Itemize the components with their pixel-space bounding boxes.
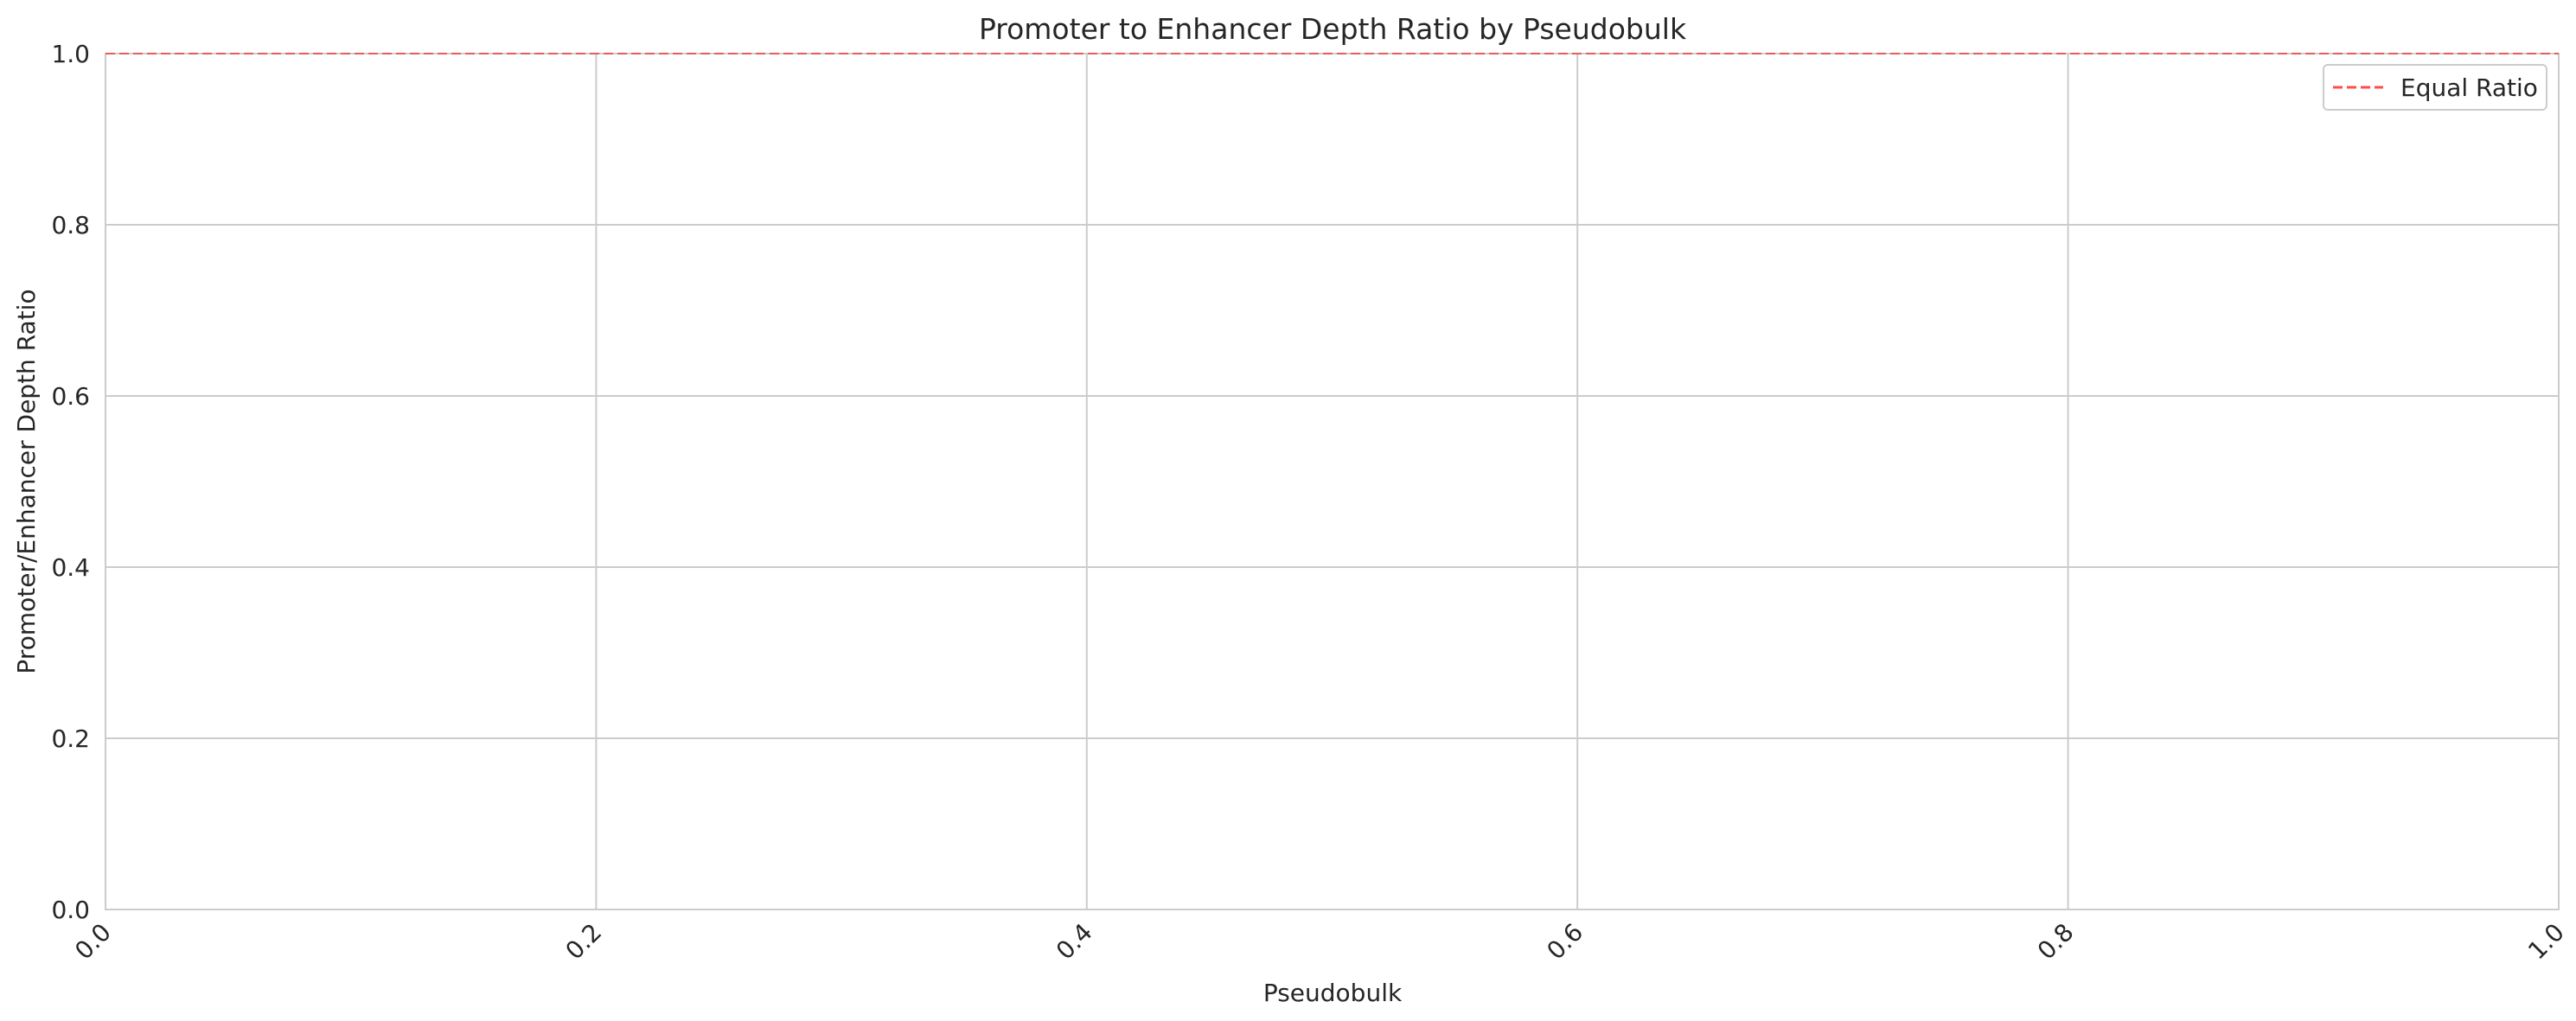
- y-tick-label: 0.4: [51, 553, 90, 582]
- y-tick-label: 0.6: [51, 382, 90, 411]
- y-tick-label: 0.2: [51, 724, 90, 753]
- chart-title: Promoter to Enhancer Depth Ratio by Pseu…: [979, 12, 1687, 46]
- y-axis-label: Promoter/Enhancer Depth Ratio: [12, 289, 41, 673]
- y-tick-label: 0.0: [51, 896, 90, 924]
- y-tick-label: 0.8: [51, 211, 90, 239]
- y-tick-labels: 0.0 0.2 0.4 0.6 0.8 1.0: [51, 40, 90, 924]
- legend: Equal Ratio: [2323, 64, 2547, 111]
- legend-label-equal-ratio: Equal Ratio: [2400, 73, 2538, 102]
- y-tick-label: 1.0: [51, 40, 90, 68]
- x-axis-label: Pseudobulk: [1263, 979, 1403, 1007]
- legend-box: [2323, 64, 2547, 111]
- grid: [105, 54, 2559, 909]
